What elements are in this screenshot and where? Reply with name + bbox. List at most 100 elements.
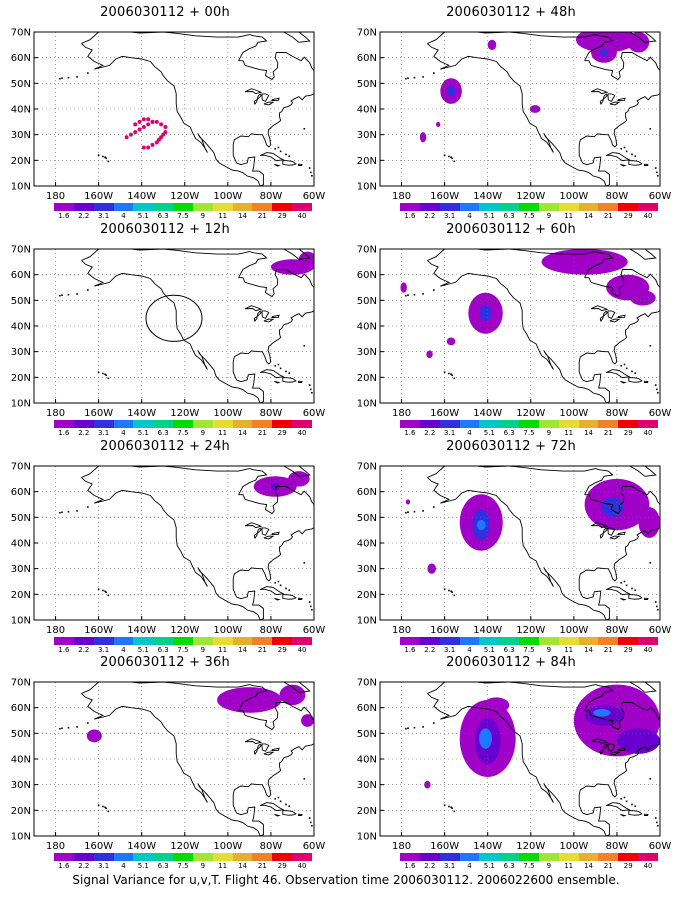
colorbar-label: 11 <box>564 429 574 437</box>
colorbar-label: 21 <box>603 862 613 870</box>
coastline <box>606 152 631 162</box>
island <box>309 821 312 824</box>
colorbar-swatch <box>212 420 234 428</box>
variance-contour <box>270 482 280 491</box>
colorbar-label: 3.1 <box>98 212 110 220</box>
colorbar-label: 9 <box>546 862 552 870</box>
island <box>422 726 424 728</box>
colorbar-swatch <box>638 420 659 428</box>
variance-contour <box>298 251 314 267</box>
colorbar-swatch <box>232 203 253 211</box>
colorbar-label: 29 <box>623 212 633 220</box>
island <box>279 150 282 153</box>
coastline <box>607 527 616 536</box>
coastline <box>238 251 268 278</box>
variance-dot <box>159 122 164 127</box>
lon-tick-label: 140W <box>473 625 502 636</box>
coastline <box>643 380 649 383</box>
map-plot: 10N 20N 30N 40N 50N 60N 70N 180 160W 140W 120W 100W… <box>11 678 326 853</box>
panel-title: 2006030112 + 84h <box>446 655 576 670</box>
colorbar-swatch <box>93 203 115 211</box>
coastline <box>261 527 270 536</box>
island <box>433 289 435 291</box>
colorbar-label: 1.6 <box>58 862 70 870</box>
coastline <box>609 535 621 540</box>
colorbar-swatch <box>54 420 75 428</box>
colorbar-swatch <box>192 637 214 645</box>
coastline <box>232 527 314 620</box>
colorbar-label: 21 <box>257 212 267 220</box>
island <box>448 372 450 375</box>
island <box>625 800 628 803</box>
colorbar-label: 4 <box>467 212 472 220</box>
island <box>277 796 280 799</box>
coastline <box>620 813 627 817</box>
colorbar-label: 29 <box>277 429 287 437</box>
coastline <box>263 318 275 323</box>
island <box>405 727 407 730</box>
colorbar-swatch <box>153 203 174 211</box>
colorbar-swatch <box>292 420 313 428</box>
colorbar-label: 7.5 <box>177 862 189 870</box>
colorbar-swatch <box>479 637 500 645</box>
lat-tick-label: 10N <box>11 182 31 193</box>
variance-dot <box>154 119 159 124</box>
island <box>655 821 658 824</box>
colorbar-swatch <box>479 853 500 861</box>
lat-tick-label: 10N <box>357 832 377 843</box>
island <box>76 293 78 295</box>
island <box>105 157 107 160</box>
island <box>413 726 416 729</box>
variance-contour <box>405 499 411 505</box>
coastline <box>607 743 616 752</box>
colorbar-swatch <box>618 203 639 211</box>
coastline <box>263 101 275 106</box>
lat-tick-label: 40N <box>11 322 31 333</box>
colorbar-swatch <box>212 853 234 861</box>
colorbar-swatch <box>252 637 273 645</box>
colorbar-label: 21 <box>257 646 267 654</box>
colorbar-label: 9 <box>200 429 206 437</box>
colorbar-label: 11 <box>218 862 228 870</box>
coastline <box>590 522 609 529</box>
lon-tick-label: 120W <box>516 408 545 419</box>
map-panel: 2006030112 + 36h 10N 20N 30N 40N 50N 60N 70N 180… <box>0 655 330 870</box>
map-plot: 10N 20N 30N 40N 50N 60N 70N 180 160W 140W 120W 100W… <box>357 245 672 420</box>
island <box>631 153 633 156</box>
colorbar-label: 29 <box>623 646 633 654</box>
island <box>453 160 456 163</box>
coastline <box>629 249 657 260</box>
island <box>105 807 107 810</box>
island <box>422 510 424 512</box>
island <box>448 805 450 808</box>
lat-tick-label: 20N <box>11 806 31 817</box>
island <box>443 371 446 373</box>
variance-contour <box>400 282 407 293</box>
colorbar-label: 5.1 <box>137 429 149 437</box>
coastline <box>590 88 609 95</box>
island <box>97 804 100 806</box>
lon-tick-label: 160W <box>430 191 459 202</box>
coastline <box>283 682 311 693</box>
lon-tick-label: 180 <box>46 841 65 852</box>
panel-title: 2006030112 + 48h <box>446 5 576 20</box>
colorbar-label: 4 <box>121 212 126 220</box>
lat-tick-label: 30N <box>357 780 377 791</box>
island <box>634 805 637 808</box>
coastline <box>238 34 268 61</box>
coastline <box>629 32 657 43</box>
island <box>67 510 70 513</box>
colorbar-label: 2.2 <box>424 429 436 437</box>
island <box>288 589 291 592</box>
coastline <box>260 369 285 379</box>
island <box>655 605 658 608</box>
variance-contour <box>427 563 436 574</box>
lon-tick-label: 180 <box>392 841 411 852</box>
coastline <box>590 305 609 312</box>
colorbar-swatch <box>212 203 234 211</box>
colorbar-label: 7.5 <box>177 212 189 220</box>
variance-dot <box>150 119 155 124</box>
colorbar-swatch <box>419 637 441 645</box>
coastline <box>283 249 311 260</box>
coastline <box>238 52 314 81</box>
